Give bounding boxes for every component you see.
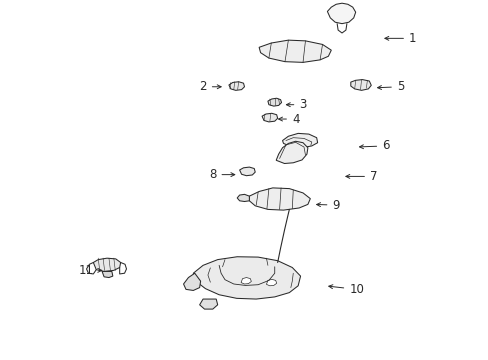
Text: 6: 6 xyxy=(359,139,389,152)
Polygon shape xyxy=(193,257,300,299)
Polygon shape xyxy=(237,194,249,202)
Polygon shape xyxy=(183,273,200,291)
Polygon shape xyxy=(266,279,276,286)
Text: 2: 2 xyxy=(199,80,221,93)
Text: 3: 3 xyxy=(286,98,306,111)
Text: 9: 9 xyxy=(316,199,339,212)
Polygon shape xyxy=(262,113,277,122)
Polygon shape xyxy=(267,98,281,106)
Text: 4: 4 xyxy=(278,113,299,126)
Polygon shape xyxy=(249,188,310,210)
Polygon shape xyxy=(102,271,113,278)
Polygon shape xyxy=(259,40,330,62)
Text: 1: 1 xyxy=(384,32,416,45)
Polygon shape xyxy=(93,258,121,271)
Polygon shape xyxy=(282,134,317,148)
Polygon shape xyxy=(228,82,244,90)
Polygon shape xyxy=(241,278,251,284)
Polygon shape xyxy=(327,3,355,24)
Polygon shape xyxy=(276,141,307,163)
Text: 8: 8 xyxy=(209,168,234,181)
Text: 10: 10 xyxy=(328,283,364,296)
Polygon shape xyxy=(350,80,370,90)
Text: 5: 5 xyxy=(377,80,404,93)
Text: 7: 7 xyxy=(345,170,377,183)
Text: 11: 11 xyxy=(79,264,102,277)
Polygon shape xyxy=(239,167,255,176)
Polygon shape xyxy=(199,299,217,309)
